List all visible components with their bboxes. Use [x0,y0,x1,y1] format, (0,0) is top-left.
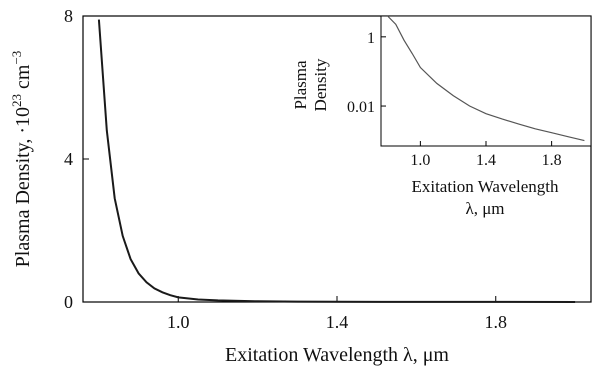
main-y-axis-label-exp: 23 [9,94,24,107]
main-x-tick-label: 1.8 [485,312,508,332]
main-y-axis-label-unit-exp: −3 [9,51,24,65]
inset-y-ticks: 0.01 1 [347,30,386,116]
main-x-tick-label: 1.0 [167,312,190,332]
inset-plot-background [381,16,591,146]
main-y-ticks: 0 4 8 [64,6,89,312]
main-y-tick-label: 0 [64,292,73,312]
main-y-axis-label-unit: cm [12,64,34,94]
main-y-axis-label-text: Plasma Density, ·10 [12,107,34,267]
inset-y-tick-label: 0.01 [347,99,375,116]
inset-x-ticks: 1.0 1.4 1.8 [410,141,562,169]
inset-x-tick-label: 1.8 [542,152,562,169]
inset-y-tick-label: 1 [367,30,375,47]
inset-series-line [387,15,585,142]
main-x-tick-label: 1.4 [326,312,349,332]
inset-y-axis-label-line2: Density [311,58,330,111]
main-x-axis-label: Exitation Wavelength λ, μm [225,344,449,366]
inset-x-axis-label: Exitation Wavelength [411,177,559,196]
inset-x-tick-label: 1.0 [410,152,430,169]
main-y-axis-label: Plasma Density, ·1023 cm−3 [9,51,34,268]
inset-y-axis-label-line1: Plasma [291,60,310,110]
main-y-tick-label: 4 [64,149,73,169]
main-series-line [97,19,576,303]
inset-x-tick-label: 1.4 [476,152,496,169]
inset-x-axis-label-units: λ, μm [465,199,504,218]
main-plot: 1.0 1.4 1.8 0 4 8 Exitation Wavelength λ, μm… [9,6,592,366]
main-x-ticks: 1.0 1.4 1.8 [167,296,507,332]
main-y-tick-label: 8 [64,6,73,26]
inset-plot: 1.0 1.4 1.8 0.01 1 Exitation Wavelength λ, … [291,15,592,218]
